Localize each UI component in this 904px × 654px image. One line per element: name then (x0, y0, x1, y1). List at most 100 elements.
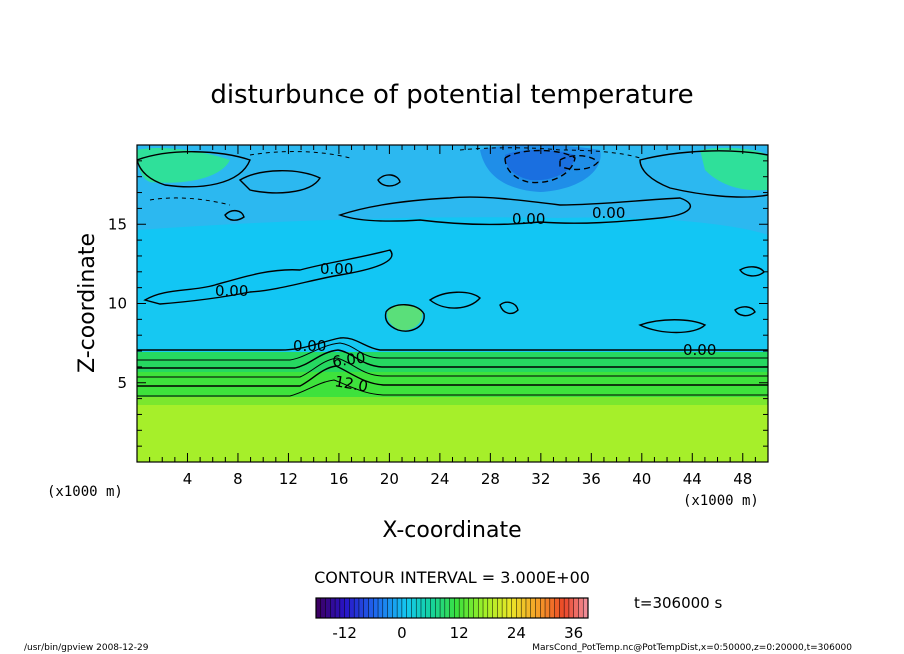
colorbar-swatch (554, 598, 560, 618)
field-lower-layer (137, 397, 768, 462)
x-tick-label: 40 (632, 470, 651, 488)
x-tick-label: 24 (430, 470, 449, 488)
colorbar-swatch (473, 598, 479, 618)
contour-zero-upper-band (337, 196, 692, 226)
colorbar-swatch (511, 598, 517, 618)
colorbar-swatch (535, 598, 541, 618)
y-tick-label: 10 (108, 295, 127, 313)
contour-nine (137, 357, 768, 378)
contour-label: 0.00 (683, 341, 716, 359)
colorbar-swatch (420, 598, 427, 618)
contour-neg-dashed-2 (559, 155, 599, 171)
x-tick-label: 4 (183, 470, 193, 488)
colorbar-swatch (540, 598, 546, 618)
colorbar-swatch (325, 598, 331, 618)
contour-six (137, 349, 768, 369)
contour-label-extra: 0.00 (592, 204, 625, 222)
contour-label: 0.00 (215, 282, 248, 300)
colorbar-swatch (578, 598, 584, 618)
colorbar-frame (315, 597, 589, 619)
colorbar-swatch (483, 598, 489, 618)
footer-right: MarsCond_PotTemp.nc@PotTempDist,x=0:5000… (532, 643, 852, 653)
colorbar-swatch (478, 598, 484, 618)
colorbar-swatch (454, 598, 460, 618)
colorbar-swatch (502, 598, 508, 618)
colorbar-swatch (349, 598, 355, 618)
x-tick-label: 44 (683, 470, 702, 488)
y-axis: 5 10 15 (108, 160, 768, 447)
colorbar-swatch (506, 598, 512, 618)
time-label: t=306000 s (634, 594, 722, 612)
colorbar-swatch (354, 598, 360, 618)
contour-zero-mid-left (143, 249, 393, 305)
y-tick-label: 15 (108, 215, 127, 233)
contour-label: 0.00 (512, 210, 545, 228)
contour-neg-dashed-3 (459, 147, 641, 159)
colorbar (315, 597, 589, 619)
contour-label: 0.00 (293, 337, 326, 355)
colorbar-swatch (516, 598, 522, 618)
colorbar-swatch (497, 598, 503, 618)
colorbar-ticks: -12 0 12 24 36 (332, 624, 583, 642)
colorbar-swatch (344, 598, 350, 618)
x-tick-label: 48 (733, 470, 752, 488)
contour-neg-dashed-5 (249, 151, 351, 159)
contour-twelve (137, 365, 768, 387)
colorbar-swatch (545, 598, 551, 618)
contour-island-small-1 (499, 301, 519, 315)
colorbar-swatch (435, 598, 441, 618)
colorbar-tick-label: 0 (397, 624, 407, 642)
colorbar-swatch (406, 598, 412, 618)
colorbar-swatch (568, 598, 574, 618)
y-axis-label: Z-coordinate (75, 233, 100, 373)
x-tick-label: 28 (481, 470, 500, 488)
contour-island-small-4 (224, 210, 245, 221)
plot-area (137, 145, 768, 462)
x-tick-label: 16 (329, 470, 348, 488)
colorbar-swatch (463, 598, 470, 618)
x-tick-label: 20 (380, 470, 399, 488)
x-tick-label: 12 (279, 470, 298, 488)
footer-left: /usr/bin/gpview 2008-12-29 (24, 643, 149, 653)
colorbar-tick-label: 36 (564, 624, 583, 642)
contour-label-group: 0.00 0.00 0.00 0.00 0.00 6.00 12.0 0.00 (215, 204, 716, 396)
contour-island-right (428, 291, 481, 309)
contour-three-a (137, 342, 768, 361)
contour-zero-top-mid (238, 170, 321, 194)
colorbar-tick-label: -12 (332, 624, 357, 642)
contour-label: 0.00 (320, 260, 353, 278)
colorbar-swatch (530, 598, 536, 618)
colorbar-swatch (549, 598, 555, 618)
contour-island-far-right (638, 319, 707, 334)
contour-neg-dashed-4 (149, 197, 231, 206)
colorbar-swatch (487, 598, 493, 618)
colorbar-swatch (521, 598, 527, 618)
colorbar-swatch (492, 598, 498, 618)
y-tick-label: 5 (117, 374, 127, 392)
colorbar-swatch (335, 598, 341, 618)
x-tick-label: 36 (582, 470, 601, 488)
contour-zero-lower (137, 337, 768, 351)
colorbar-swatch (564, 598, 570, 618)
colorbar-swatch (368, 598, 374, 618)
colorbar-swatch (468, 598, 474, 618)
x-tick-label: 8 (233, 470, 243, 488)
colorbar-tick-label: 12 (450, 624, 469, 642)
colorbar-swatch (430, 598, 436, 618)
colorbar-swatch (525, 598, 532, 618)
colorbar-swatch (382, 598, 388, 618)
colorbar-swatch (392, 598, 398, 618)
colorbar-swatch (397, 598, 403, 618)
contour-fifteen (137, 379, 768, 397)
colorbar-swatch (363, 598, 369, 618)
field-negative-core (505, 149, 575, 181)
field-green-patch-right (700, 147, 768, 191)
colorbar-swatch (378, 598, 384, 618)
x-axis: 4 8 12 16 20 24 28 32 36 40 44 48 (149, 145, 756, 488)
colorbar-swatch (449, 598, 455, 618)
colorbar-swatch (573, 598, 579, 618)
colorbar-swatch (330, 598, 336, 618)
contour-interval: CONTOUR INTERVAL = 3.000E+00 (314, 568, 590, 587)
x-unit-left: (x1000 m) (47, 484, 123, 500)
contour-lines (137, 147, 768, 397)
